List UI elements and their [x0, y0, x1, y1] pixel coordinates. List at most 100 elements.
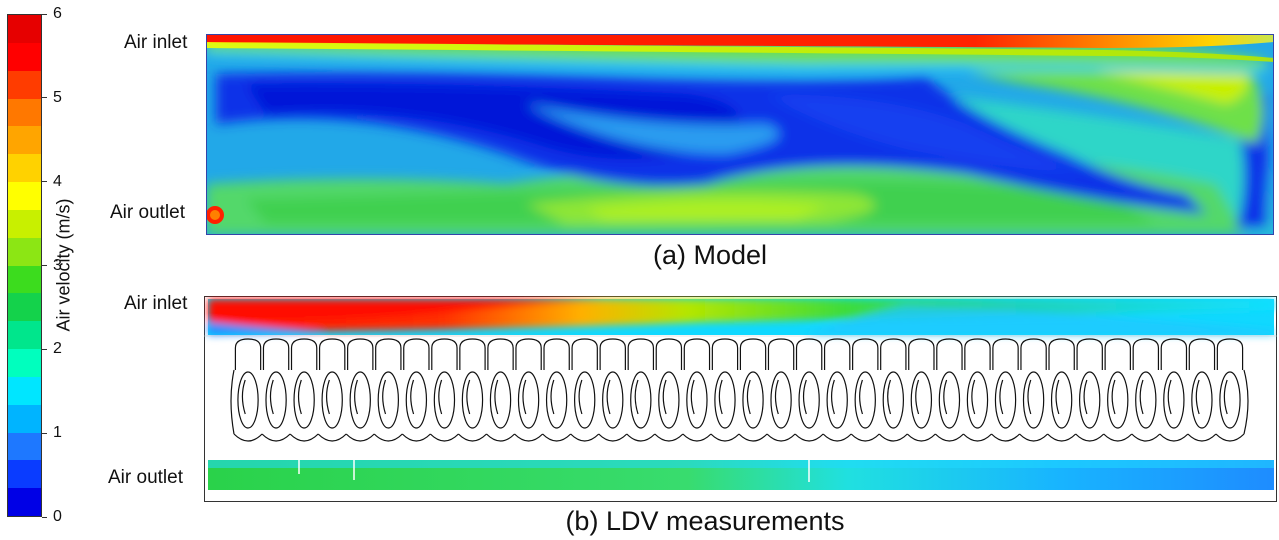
product-bottom-outline [626, 433, 656, 442]
product-inner-outline [971, 379, 976, 415]
colorbar-tick-label: 5 [53, 88, 62, 106]
colorbar-tick-mark [42, 181, 47, 183]
product-bottom-outline [991, 433, 1020, 442]
product-bottom-outline [233, 433, 263, 442]
product-body-outline [433, 371, 456, 429]
model-velocity-contour [206, 34, 1274, 235]
colorbar-segment [8, 237, 41, 266]
product-inner-outline [1083, 379, 1088, 415]
product-top-outline [1160, 338, 1188, 370]
product-body-outline [1163, 371, 1185, 429]
model-outlet-label: Air outlet [110, 202, 185, 223]
product-inner-outline [1139, 379, 1144, 415]
product-top-outline [1132, 338, 1160, 370]
product-body-outline [461, 371, 484, 429]
ldv-outlet-label: Air outlet [108, 467, 183, 488]
product-body-outline [545, 371, 568, 429]
product-top-outline [936, 338, 963, 370]
product-body-outline [1050, 371, 1073, 429]
colorbar-tick-mark [42, 97, 47, 99]
colorbar-tick-label: 4 [53, 172, 62, 190]
colorbar-segment [8, 42, 41, 71]
product-top-outline [1048, 338, 1075, 370]
product-top-outline [431, 338, 458, 370]
product-top-outline [1076, 338, 1103, 370]
ldv-caption: (b) LDV measurements [565, 506, 845, 536]
product-body-outline [686, 371, 708, 429]
product-inner-outline [1195, 379, 1200, 415]
product-inner-outline [578, 379, 583, 415]
colorbar-tick-mark [42, 348, 47, 350]
product-top-outline [1216, 338, 1244, 370]
product-body-outline [1107, 371, 1129, 429]
product-body-outline [1191, 371, 1213, 429]
product-top-outline [627, 338, 655, 370]
product-bottom-outline [654, 433, 684, 442]
product-top-outline [683, 338, 711, 370]
product-bottom-outline [1159, 433, 1189, 442]
product-bottom-outline [963, 433, 992, 442]
product-inner-outline [887, 379, 892, 415]
product-body-outline [798, 371, 820, 429]
product-inner-outline [774, 379, 779, 415]
product-top-outline [599, 338, 626, 370]
product-bottom-outline [289, 433, 319, 442]
product-bottom-outline [766, 433, 796, 442]
product-bottom-outline [373, 433, 403, 442]
product-top-outline [262, 338, 290, 370]
colorbar-tick-label: 2 [53, 340, 62, 358]
colorbar-tick-label: 6 [53, 5, 62, 22]
product-top-outline [1020, 338, 1047, 370]
colorbar-segment [8, 98, 41, 127]
product-bottom-outline [710, 433, 740, 442]
product-inner-outline [494, 379, 499, 415]
product-inner-outline [915, 379, 920, 415]
product-top-outline [318, 338, 346, 370]
product-bottom-outline [934, 433, 964, 442]
product-outlines [230, 338, 1249, 442]
colorbar-segment [8, 293, 41, 322]
product-body-outline [517, 371, 540, 429]
product-body-outline [265, 371, 287, 429]
product-body-outline [573, 371, 596, 429]
product-bottom-outline [878, 433, 908, 442]
product-inner-outline [410, 379, 415, 415]
product-bottom-outline [682, 433, 712, 442]
product-top-outline [823, 338, 851, 370]
colorbar-segment [8, 488, 41, 516]
product-body-outline [1078, 371, 1101, 429]
product-body-outline [714, 371, 736, 429]
product-body-outline [489, 371, 512, 429]
product-top-outline [403, 338, 430, 370]
product-bottom-outline [1075, 433, 1105, 442]
product-body-outline [938, 371, 961, 429]
product-inner-outline [325, 379, 330, 415]
product-top-outline [1104, 338, 1131, 370]
product-bottom-outline [429, 433, 459, 442]
product-top-outline [711, 338, 739, 370]
product-inner-outline [382, 379, 387, 415]
product-inner-outline [1167, 379, 1172, 415]
product-body-outline [742, 371, 764, 429]
colorbar-tick-mark [42, 432, 47, 434]
product-inner-outline [634, 379, 639, 415]
product-top-outline [459, 338, 486, 370]
product-top-outline [1188, 338, 1216, 370]
product-top-outline [852, 338, 879, 370]
product-top-outline [992, 338, 1019, 370]
product-body-outline [826, 371, 848, 429]
product-bottom-outline [1131, 433, 1161, 442]
product-bottom-outline [1103, 433, 1133, 442]
product-body-outline [321, 371, 343, 429]
product-inner-outline [999, 379, 1004, 415]
product-top-outline [964, 338, 991, 370]
colorbar-segment [8, 154, 41, 183]
product-bottom-outline [401, 433, 431, 442]
colorbar-gradient [8, 15, 41, 516]
product-bottom-outline [542, 433, 572, 442]
product-body-outline [770, 371, 792, 429]
product-bottom-outline [738, 433, 768, 442]
colorbar-segment [8, 126, 41, 155]
product-inner-outline [1111, 379, 1116, 415]
colorbar-segment [8, 265, 41, 294]
